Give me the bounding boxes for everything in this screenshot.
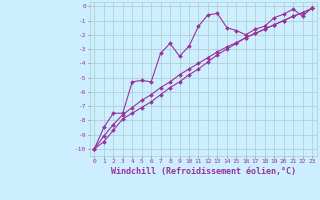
X-axis label: Windchill (Refroidissement éolien,°C): Windchill (Refroidissement éolien,°C) [111,167,296,176]
